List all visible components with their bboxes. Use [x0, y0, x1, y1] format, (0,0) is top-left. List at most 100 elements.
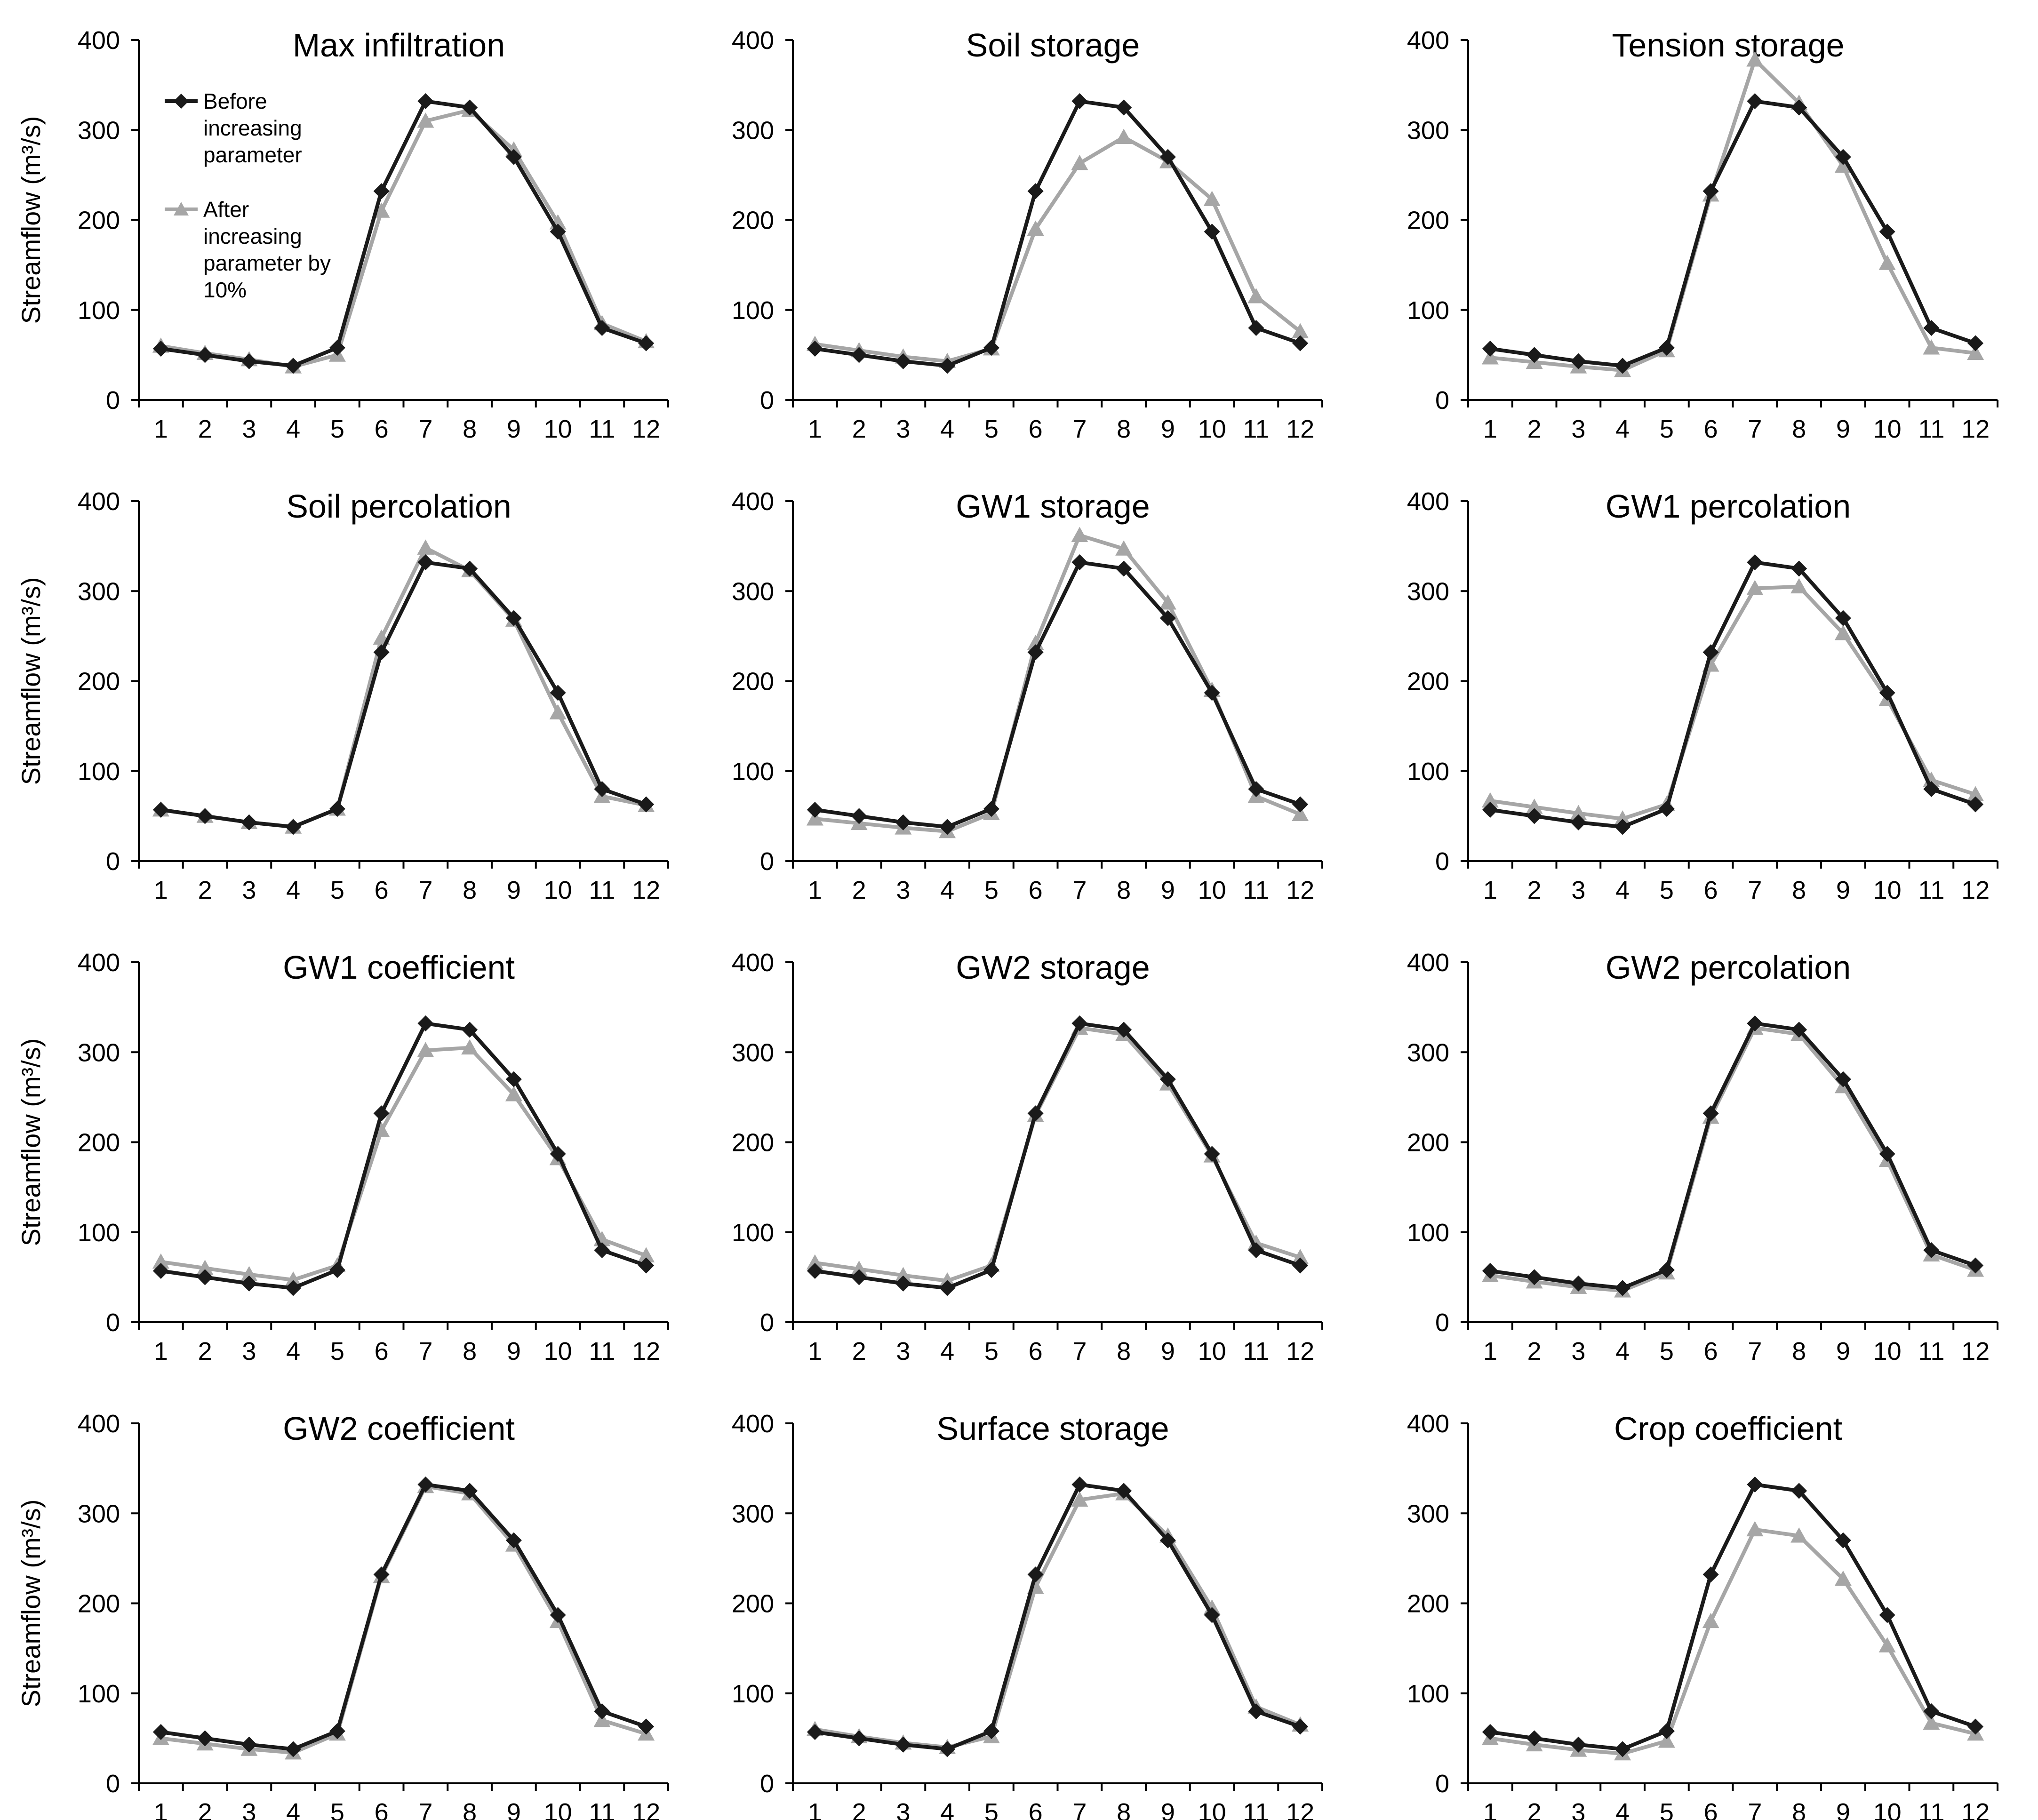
x-tick-label: 8: [1117, 1798, 1131, 1820]
panel-title: GW1 coefficient: [283, 949, 515, 986]
after-point-marker: [1115, 128, 1133, 144]
before-point-marker: [1791, 560, 1807, 577]
x-tick-label: 11: [1918, 876, 1944, 904]
x-tick-label: 7: [1748, 1337, 1762, 1365]
x-tick-label: 1: [808, 876, 822, 904]
after-series-line: [1490, 58, 1976, 372]
after-point-marker: [1790, 578, 1808, 594]
x-tick-label: 6: [1029, 415, 1043, 443]
y-tick-label: 400: [732, 949, 774, 977]
x-tick-label: 3: [242, 1337, 256, 1365]
y-tick-label: 100: [732, 758, 774, 786]
before-point-marker: [550, 685, 566, 701]
x-tick-label: 5: [984, 415, 999, 443]
before-point-marker: [1204, 1607, 1220, 1623]
y-tick-label: 300: [1407, 1038, 1449, 1067]
y-tick-label: 400: [732, 1410, 774, 1438]
y-tick-label: 300: [732, 1500, 774, 1528]
x-tick-label: 3: [242, 876, 256, 904]
before-point-marker: [1526, 808, 1542, 824]
before-point-marker: [1702, 183, 1719, 200]
before-point-marker: [807, 801, 823, 818]
after-point-marker: [152, 1253, 169, 1269]
y-tick-label: 200: [732, 1590, 774, 1618]
before-point-marker: [895, 353, 911, 369]
before-point-marker: [373, 1105, 390, 1122]
after-point-marker: [285, 1271, 302, 1287]
after-point-marker: [1526, 798, 1543, 814]
y-tick-label: 100: [1407, 1680, 1449, 1708]
before-point-marker: [329, 340, 345, 356]
before-point-marker: [373, 1566, 390, 1583]
y-tick-label: 300: [78, 116, 120, 144]
x-tick-label: 3: [896, 876, 910, 904]
y-tick-label: 200: [78, 1129, 120, 1157]
before-point-marker: [594, 320, 610, 336]
before-point-marker: [550, 1146, 566, 1162]
x-tick-label: 10: [1873, 415, 1902, 443]
y-axis-title: Streamflow (m³/s): [16, 577, 46, 785]
x-tick-label: 4: [1615, 1798, 1630, 1820]
y-tick-label: 0: [106, 386, 120, 415]
x-tick-label: 7: [1748, 1798, 1762, 1820]
x-tick-label: 3: [896, 1798, 910, 1820]
after-point-marker: [806, 1254, 823, 1270]
before-point-marker: [373, 183, 390, 200]
after-point-marker: [1702, 1612, 1719, 1628]
after-point-marker: [850, 1261, 868, 1276]
x-tick-label: 10: [1873, 876, 1902, 904]
x-tick-label: 1: [154, 1798, 168, 1820]
y-tick-label: 300: [78, 1038, 120, 1067]
x-tick-label: 9: [507, 876, 521, 904]
after-point-marker: [1159, 594, 1176, 610]
x-tick-label: 12: [1286, 415, 1314, 443]
after-point-marker: [1790, 1527, 1808, 1543]
after-point-marker: [1247, 288, 1265, 303]
after-point-marker: [1115, 540, 1133, 556]
y-tick-label: 100: [1407, 296, 1449, 325]
panel-title: Soil storage: [966, 27, 1140, 64]
before-point-marker: [1791, 1483, 1807, 1499]
x-tick-label: 10: [1873, 1337, 1902, 1365]
y-tick-label: 100: [732, 296, 774, 325]
x-tick-label: 12: [1961, 1798, 1990, 1820]
x-tick-label: 2: [1527, 415, 1542, 443]
x-tick-label: 12: [632, 415, 660, 443]
after-point-marker: [1292, 1249, 1309, 1264]
x-tick-label: 4: [286, 415, 300, 443]
before-point-marker: [1570, 353, 1587, 369]
after-point-marker: [1071, 1491, 1088, 1507]
before-series-line: [1490, 1483, 1976, 1751]
x-tick-label: 1: [154, 1337, 168, 1365]
before-point-marker: [1204, 224, 1220, 240]
before-point-marker: [505, 610, 522, 626]
panel-title: Max infiltration: [293, 27, 505, 64]
before-series-line: [160, 560, 647, 829]
before-point-marker: [1204, 1146, 1220, 1162]
before-point-marker: [462, 1022, 478, 1038]
panel-title: Tension storage: [1612, 27, 1844, 64]
before-point-marker: [1835, 149, 1851, 165]
before-point-marker: [1923, 1703, 1940, 1719]
x-tick-label: 6: [1704, 1337, 1718, 1365]
before-point-marker: [1923, 1242, 1940, 1258]
x-tick-label: 1: [808, 415, 822, 443]
after-point-marker: [417, 112, 434, 128]
y-tick-label: 0: [1435, 386, 1449, 415]
before-point-marker: [462, 99, 478, 116]
before-point-marker: [983, 1723, 999, 1740]
x-tick-label: 9: [1836, 1337, 1850, 1365]
y-tick-label: 400: [1407, 487, 1449, 516]
before-point-marker: [851, 1730, 867, 1747]
after-point-marker: [1071, 527, 1088, 543]
x-tick-label: 9: [507, 415, 521, 443]
x-tick-label: 4: [940, 876, 954, 904]
x-tick-label: 7: [418, 1337, 432, 1365]
y-tick-label: 200: [732, 668, 774, 696]
x-tick-label: 11: [1918, 1337, 1944, 1365]
